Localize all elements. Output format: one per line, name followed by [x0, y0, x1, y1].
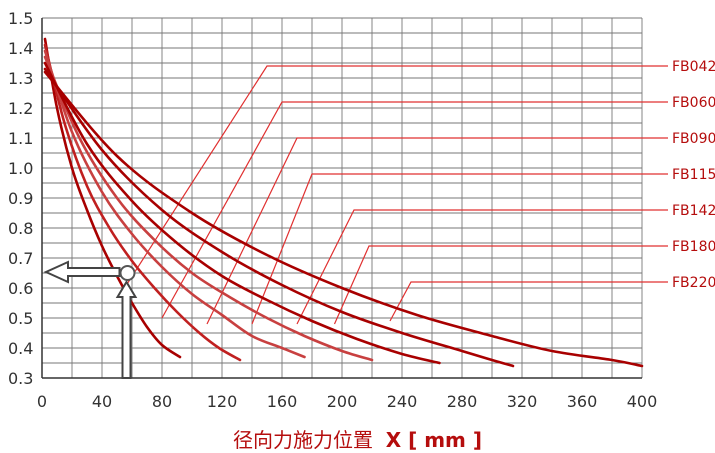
x-tick-labels: 0 40 80 120 160 200 240 280 320 360 400	[37, 392, 657, 411]
y-tick-label: 1.0	[8, 159, 33, 178]
series-line-fb060	[43, 43, 242, 362]
legend-label-fb142: FB142	[672, 203, 715, 219]
leader-lines	[123, 65, 668, 325]
x-tick-label: 360	[567, 392, 598, 411]
y-tick-label: 1.4	[8, 39, 33, 58]
x-tick-label: 120	[207, 392, 238, 411]
x-axis-label: 径向力施力位置 X [ mm ]	[0, 424, 715, 453]
leader-line-fb180	[333, 245, 668, 325]
grid	[41, 17, 643, 379]
x-tick-label: 160	[267, 392, 298, 411]
y-tick-label: 1.1	[8, 129, 33, 148]
x-tick-label: 320	[507, 392, 538, 411]
series-line-fb180	[43, 67, 515, 368]
x-tick-label: 80	[152, 392, 172, 411]
y-tick-label: 1.3	[8, 69, 33, 88]
example-left-arrow	[43, 260, 121, 284]
legend-label-fb060: FB060	[672, 95, 715, 111]
y-tick-label: 1.2	[8, 99, 33, 118]
y-tick-label: 0.4	[8, 339, 33, 358]
x-tick-label: 0	[37, 392, 47, 411]
leader-line-fb115	[251, 173, 668, 325]
y-tick-label: 0.6	[8, 279, 33, 298]
legend-label-fb090: FB090	[672, 131, 715, 147]
series-line-fb142	[43, 61, 441, 365]
x-tick-label: 40	[92, 392, 112, 411]
example-point-marker	[119, 265, 136, 281]
series-lines	[43, 37, 644, 368]
x-tick-label: 400	[627, 392, 658, 411]
series-line-fb090	[43, 49, 306, 359]
leader-line-fb060	[161, 101, 668, 319]
x-tick-label: 280	[447, 392, 478, 411]
y-tick-label: 1.5	[8, 9, 33, 28]
legend-label-fb042: FB042	[672, 59, 715, 75]
y-tick-label: 0.5	[8, 309, 33, 328]
x-axis-title: 径向力施力位置	[233, 428, 373, 452]
y-tick-label: 0.9	[8, 189, 33, 208]
legend-label-fb115: FB115	[672, 167, 715, 183]
example-up-arrow	[115, 280, 138, 379]
legend: FB042 FB060 FB090 FB115 FB142 FB180 FB220	[672, 59, 715, 291]
series-line-fb220	[43, 70, 644, 368]
x-axis-unit: X [ mm ]	[385, 428, 482, 452]
example-reading	[43, 260, 138, 379]
leader-line-fb142	[296, 209, 668, 325]
x-tick-label: 240	[387, 392, 418, 411]
legend-label-fb220: FB220	[672, 275, 715, 291]
leader-line-fb090	[206, 137, 668, 325]
y-tick-label: 0.7	[8, 249, 33, 268]
series-line-fb115	[43, 55, 374, 362]
y-tick-label: 0.3	[8, 369, 33, 388]
y-tick-labels: 0.3 0.4 0.5 0.6 0.7 0.8 0.9 1.0 1.1 1.2 1.3 1.4 1.5	[8, 9, 33, 388]
x-tick-label: 200	[327, 392, 358, 411]
leader-line-fb042	[123, 65, 668, 289]
legend-label-fb180: FB180	[672, 239, 715, 255]
y-tick-label: 0.8	[8, 219, 33, 238]
series-line-fb042	[43, 37, 182, 359]
